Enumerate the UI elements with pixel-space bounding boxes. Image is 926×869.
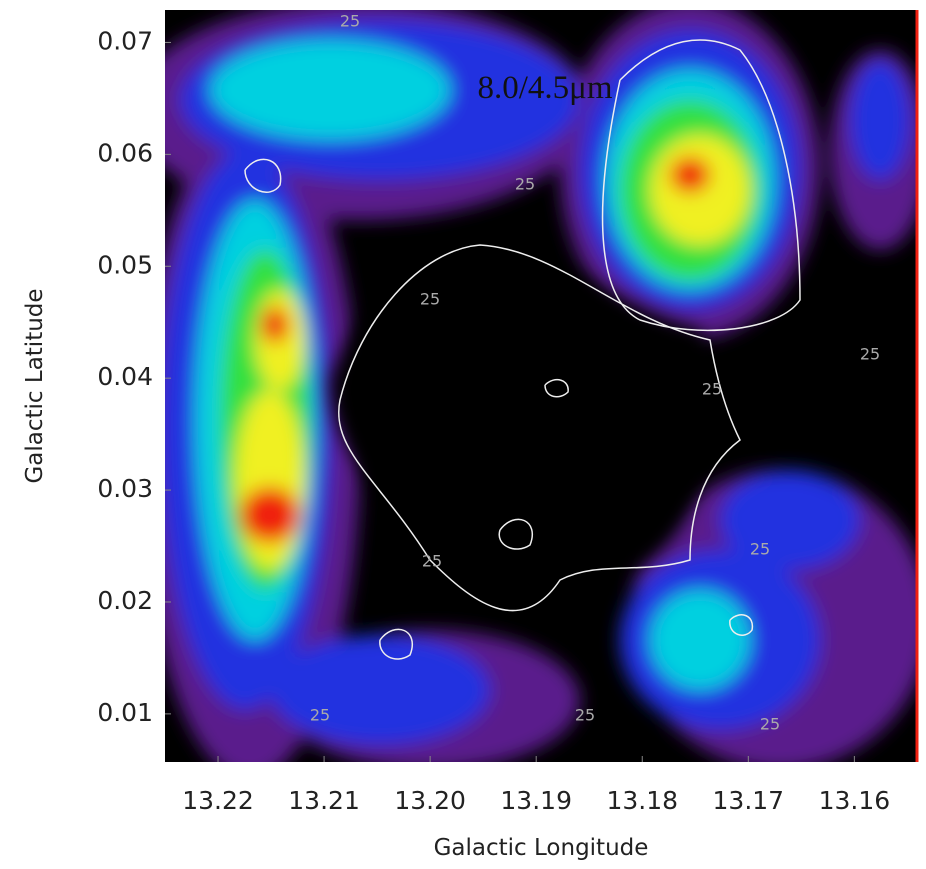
contour-label: 25 xyxy=(760,715,780,734)
y-axis-title: Galactic Latitude xyxy=(22,288,48,483)
y-tick-label: 0.05 xyxy=(97,250,153,279)
contour-label: 25 xyxy=(750,540,770,559)
heatmap-image: 25 25 25 25 25 25 25 25 25 25 xyxy=(165,10,918,762)
contour-label: 25 xyxy=(422,552,442,571)
x-axis-title: Galactic Longitude xyxy=(434,835,649,861)
contour-label: 25 xyxy=(515,175,535,194)
y-tick-label: 0.01 xyxy=(97,698,153,727)
x-tick-label: 13.22 xyxy=(182,786,254,815)
x-tick-label: 13.16 xyxy=(819,786,891,815)
contour-label: 25 xyxy=(420,290,440,309)
contour-label: 25 xyxy=(860,345,880,364)
x-tick-label: 13.17 xyxy=(713,786,785,815)
contour-label: 25 xyxy=(340,12,360,31)
y-tick-label: 0.03 xyxy=(97,474,153,503)
x-tick-label: 13.19 xyxy=(500,786,572,815)
y-tick-label: 0.02 xyxy=(97,586,153,615)
y-tick-label: 0.04 xyxy=(97,362,153,391)
x-tick-label: 13.18 xyxy=(606,786,678,815)
contour-lines xyxy=(244,39,801,660)
annotation: 8.0/4.5μm xyxy=(477,70,612,106)
x-tick-label: 13.20 xyxy=(394,786,466,815)
contour-label: 25 xyxy=(575,706,595,725)
contour-label: 25 xyxy=(310,706,330,725)
y-tick-label: 0.06 xyxy=(97,138,153,167)
y-tick-label: 0.07 xyxy=(97,26,153,55)
x-tick-label: 13.21 xyxy=(288,786,360,815)
contour-label: 25 xyxy=(702,380,722,399)
